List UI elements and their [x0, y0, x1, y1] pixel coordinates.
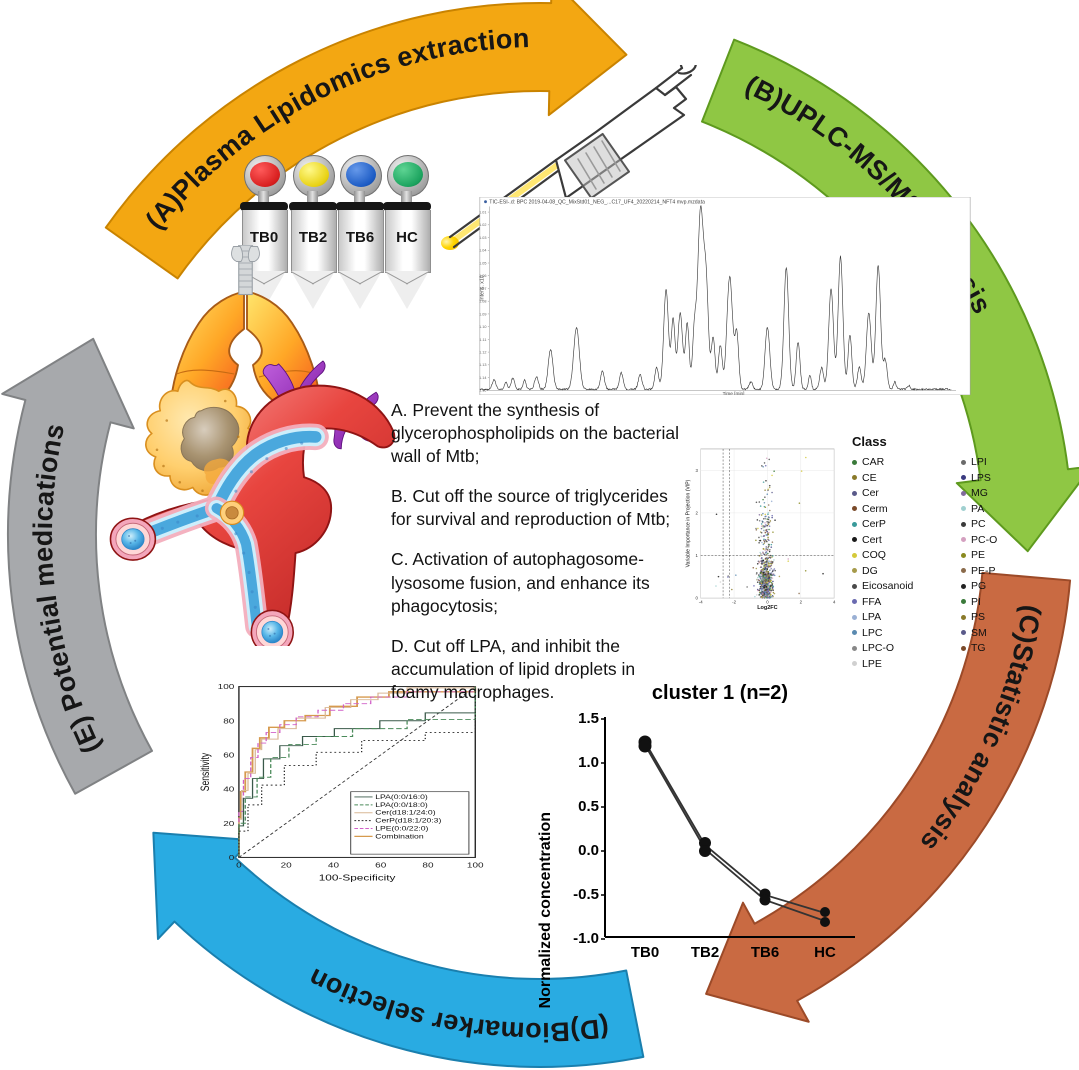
svg-text:LPA(0:0/18:0): LPA(0:0/18:0) — [375, 801, 428, 808]
svg-text:1.01: 1.01 — [479, 211, 486, 215]
svg-text:TIC-ESI-.d: BPC 2019-04-08_QC_: TIC-ESI-.d: BPC 2019-04-08_QC_MixStd01_N… — [489, 200, 705, 206]
svg-text:1.06: 1.06 — [479, 274, 486, 278]
svg-text:TB0: TB0 — [631, 944, 659, 961]
svg-text:1.02: 1.02 — [479, 223, 486, 227]
svg-text:LPA(0:0/16:0): LPA(0:0/16:0) — [375, 793, 428, 800]
svg-text:0: 0 — [229, 853, 235, 861]
svg-text:100: 100 — [467, 861, 484, 869]
svg-text:HC: HC — [814, 944, 836, 961]
svg-text:100-Specificity: 100-Specificity — [319, 874, 397, 883]
svg-text:20: 20 — [281, 861, 292, 869]
svg-text:20: 20 — [223, 819, 234, 827]
svg-text:Log2FC: Log2FC — [757, 605, 777, 611]
svg-text:1.13: 1.13 — [479, 363, 486, 367]
svg-text:LPE(0:0/22:0): LPE(0:0/22:0) — [375, 825, 429, 832]
svg-text:0: 0 — [236, 861, 242, 869]
svg-text:Combination: Combination — [375, 833, 423, 840]
svg-text:1.03: 1.03 — [479, 236, 486, 240]
svg-text:TB6: TB6 — [751, 944, 779, 961]
svg-text:80: 80 — [422, 861, 433, 869]
svg-text:-1.0: -1.0 — [573, 930, 599, 947]
svg-text:Sensitivity: Sensitivity — [200, 752, 213, 791]
svg-text:1.04: 1.04 — [479, 249, 486, 253]
svg-text:80: 80 — [223, 717, 234, 725]
svg-text:1.08: 1.08 — [479, 300, 486, 304]
svg-text:100: 100 — [218, 683, 235, 691]
svg-text:CerP(d18:1/20:3): CerP(d18:1/20:3) — [375, 817, 442, 824]
svg-text:Cer(d18:1/24:0): Cer(d18:1/24:0) — [375, 809, 436, 816]
svg-text:1.12: 1.12 — [479, 351, 486, 355]
svg-text:0.0: 0.0 — [578, 842, 599, 859]
svg-text:1.09: 1.09 — [479, 312, 486, 316]
svg-text:1.07: 1.07 — [479, 287, 486, 291]
svg-text:1.05: 1.05 — [479, 261, 486, 265]
svg-text:1.0: 1.0 — [578, 754, 599, 771]
svg-text:Time [min]: Time [min] — [723, 391, 745, 395]
svg-text:TB2: TB2 — [691, 944, 719, 961]
svg-text:40: 40 — [223, 785, 234, 793]
svg-text:1.10: 1.10 — [479, 325, 486, 329]
svg-text:60: 60 — [375, 861, 386, 869]
svg-text:1.14: 1.14 — [479, 376, 486, 380]
svg-text:0.5: 0.5 — [578, 798, 599, 815]
svg-text:Variable Importance in Project: Variable Importance in Projection (VIP) — [686, 479, 692, 567]
svg-text:1.5: 1.5 — [578, 710, 599, 727]
svg-text:40: 40 — [328, 861, 339, 869]
svg-text:-0.5: -0.5 — [573, 886, 599, 903]
svg-text:-2: -2 — [732, 600, 736, 605]
svg-text:60: 60 — [223, 751, 234, 759]
svg-text:-4: -4 — [699, 600, 703, 605]
svg-text:1.11: 1.11 — [479, 338, 486, 342]
